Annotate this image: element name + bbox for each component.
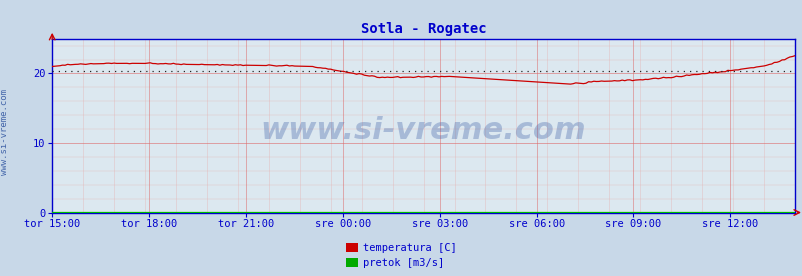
- Legend: temperatura [C], pretok [m3/s]: temperatura [C], pretok [m3/s]: [346, 243, 456, 268]
- Text: www.si-vreme.com: www.si-vreme.com: [261, 116, 585, 145]
- Text: www.si-vreme.com: www.si-vreme.com: [0, 89, 10, 176]
- Title: Sotla - Rogatec: Sotla - Rogatec: [360, 22, 486, 36]
